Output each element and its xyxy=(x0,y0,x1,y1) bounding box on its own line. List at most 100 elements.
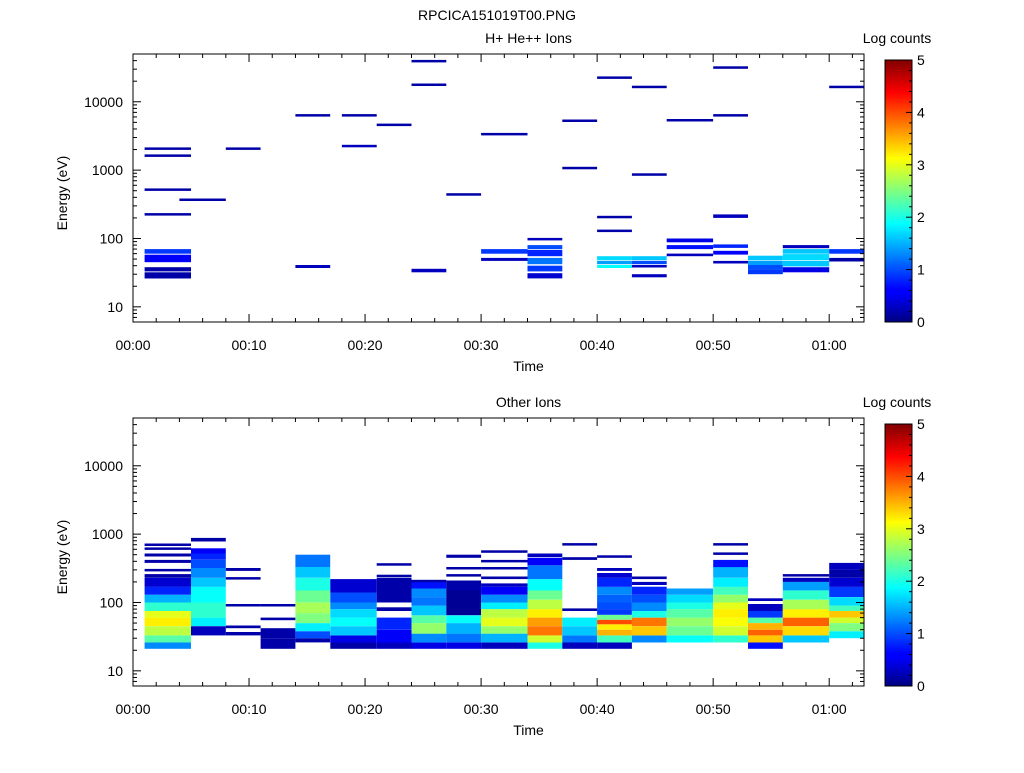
colorbar-tick-label: 1 xyxy=(917,262,925,278)
y-axis-label: Energy (eV) xyxy=(54,520,70,595)
heatmap-cell xyxy=(631,85,667,89)
heatmap-cell xyxy=(411,268,447,273)
heatmap-cell xyxy=(631,635,667,643)
x-tick-label: 00:10 xyxy=(232,337,267,353)
heatmap-cell xyxy=(829,569,864,578)
heatmap-cell xyxy=(411,581,447,589)
heatmap-cell xyxy=(411,597,447,606)
heatmap-cell xyxy=(225,625,261,629)
heatmap-cell xyxy=(295,265,331,268)
heatmap-cell xyxy=(446,574,482,577)
heatmap-cell xyxy=(446,642,482,649)
heatmap-cell xyxy=(666,626,714,636)
y-tick-label: 10 xyxy=(107,663,123,679)
colorbar-tick-label: 4 xyxy=(917,104,925,120)
heatmap-cell xyxy=(446,567,482,570)
heatmap-cell xyxy=(748,623,783,630)
colorbar-gradient xyxy=(884,59,913,323)
heatmap-cell xyxy=(446,554,482,558)
x-tick-label: 00:40 xyxy=(580,701,615,717)
heatmap-cell xyxy=(829,562,864,570)
heatmap-cell xyxy=(446,633,482,643)
heatmap-cell xyxy=(748,255,783,261)
heatmap-cell xyxy=(597,256,632,261)
heatmap-cell xyxy=(527,265,563,272)
heatmap-cell xyxy=(191,617,226,627)
heatmap-cell xyxy=(376,607,412,611)
heatmap-cell xyxy=(597,215,632,219)
heatmap-cell xyxy=(527,609,563,618)
heatmap-cell xyxy=(295,623,331,632)
heatmap-cell xyxy=(341,114,377,117)
heatmap-cell xyxy=(782,254,830,261)
colorbar-tick-label: 1 xyxy=(917,626,925,642)
heatmap-cell xyxy=(260,638,296,649)
plot-frame xyxy=(132,53,865,323)
heatmap-cell xyxy=(829,85,864,89)
heatmap-cell xyxy=(481,257,528,261)
heatmap-cell xyxy=(713,552,748,555)
heatmap-cell xyxy=(748,598,783,601)
heatmap-cells xyxy=(144,537,864,649)
heatmap-cell xyxy=(748,642,783,649)
heatmap-cell xyxy=(562,557,598,560)
heatmap-cell xyxy=(597,619,632,625)
heatmap-cell xyxy=(748,604,783,611)
heatmap-cell xyxy=(597,602,632,610)
heatmap-cell xyxy=(782,590,830,600)
heatmap-cell xyxy=(260,617,296,621)
heatmap-cell xyxy=(376,563,412,566)
heatmap-cell xyxy=(713,244,748,248)
y-tick-label: 10000 xyxy=(84,94,123,110)
heatmap-cell xyxy=(481,132,528,136)
heatmap-cell xyxy=(411,623,447,634)
heatmap-cell xyxy=(527,565,563,580)
heatmap-cell xyxy=(411,605,447,616)
y-tick-label: 100 xyxy=(100,594,124,610)
heatmap-cell xyxy=(562,543,598,546)
heatmap-cell xyxy=(782,260,830,267)
heatmap-cell xyxy=(597,573,632,578)
x-axis-label: Time xyxy=(513,358,544,374)
heatmap-cell xyxy=(446,615,482,624)
heatmap-cell xyxy=(481,576,528,580)
y-axis: 10 100 1000 10000 xyxy=(84,53,864,323)
heatmap-cell xyxy=(225,568,261,571)
heatmap-cell xyxy=(330,609,377,618)
panel-title: Other Ions xyxy=(496,394,561,410)
heatmap-cell xyxy=(260,628,296,639)
x-tick-label: 00:20 xyxy=(348,337,383,353)
heatmap-cell xyxy=(144,568,191,572)
heatmap-cell xyxy=(446,580,482,591)
heatmap-cell xyxy=(631,274,667,278)
heatmap-cell xyxy=(481,594,528,603)
heatmap-cell xyxy=(191,577,226,587)
heatmap-cell xyxy=(191,626,226,636)
x-tick-label: 00:20 xyxy=(348,701,383,717)
heatmap-cell xyxy=(597,586,632,595)
heatmap-cell xyxy=(144,577,191,587)
heatmap-cell xyxy=(631,586,667,595)
heatmap-cell xyxy=(376,588,412,603)
colorbar-tick-label: 3 xyxy=(917,157,925,173)
heatmap-cell xyxy=(376,642,412,649)
heatmap-cell xyxy=(446,193,482,196)
heatmap-cell xyxy=(562,119,598,122)
heatmap-cell xyxy=(666,245,714,250)
y-tick-label: 10000 xyxy=(84,458,123,474)
heatmap-cell xyxy=(295,590,331,603)
x-tick-label: 00:10 xyxy=(232,701,267,717)
heatmap-cell xyxy=(144,213,191,216)
x-tick-label: 00:30 xyxy=(464,337,499,353)
heatmap-cell xyxy=(527,599,563,610)
heatmap-cell xyxy=(562,617,598,627)
heatmap-cell xyxy=(597,229,632,233)
heatmap-cell xyxy=(829,611,864,618)
heatmap-cell xyxy=(782,626,830,636)
colorbar-tick-label: 2 xyxy=(917,209,925,225)
colorbar-tick-label: 2 xyxy=(917,573,925,589)
heatmap-cell xyxy=(144,543,191,546)
heatmap-cell xyxy=(144,188,191,191)
